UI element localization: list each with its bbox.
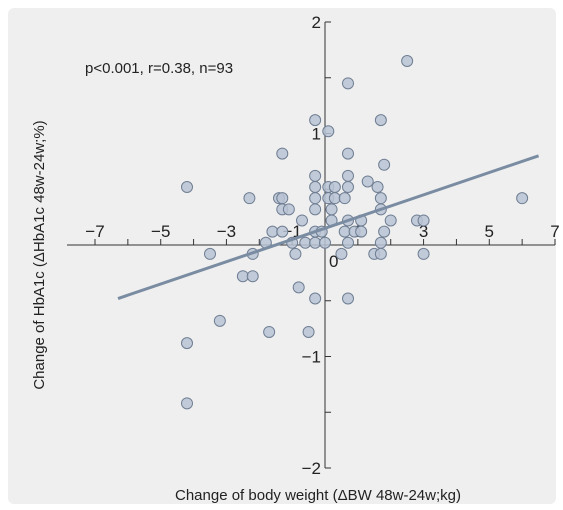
y-axis-label: Change of HbA1c (ΔHbA1c 48w-24w;%) [31,120,48,389]
data-point [378,225,391,238]
data-point [322,125,335,138]
y-tick-label: 2 [312,13,321,32]
stats-annotation: p<0.001, r=0.38, n=93 [85,60,233,77]
data-point [309,192,322,205]
data-point [213,314,226,327]
data-point [299,236,312,249]
data-point [181,397,193,410]
data-points [181,55,529,410]
data-point [309,114,322,127]
data-point [516,192,529,205]
x-tick-label: 7 [550,222,559,241]
data-point [296,214,308,227]
chart-frame [8,8,556,504]
data-point [335,247,348,260]
data-point [401,55,414,68]
data-point [263,325,276,338]
data-point [309,236,322,249]
y-tick-label: 1 [312,125,321,144]
data-point [292,281,305,294]
data-point [328,181,341,194]
data-point [181,181,193,194]
data-point [282,203,295,216]
data-point [338,225,351,238]
data-point [374,114,387,127]
data-point [371,181,384,194]
data-point [384,214,397,227]
y-tick-label: −1 [302,348,321,367]
data-point [243,192,256,205]
data-point [236,270,249,283]
data-point [276,225,289,238]
data-point [204,247,216,260]
data-point [276,147,289,160]
data-point [325,203,338,216]
data-point [276,192,289,205]
data-point [374,247,387,260]
data-point [417,247,430,260]
x-tick-label: −5 [151,222,170,241]
data-point [309,169,322,182]
data-point [342,292,354,305]
data-point [266,225,279,238]
regression-line-group [117,154,540,300]
data-point [302,325,315,338]
data-point [309,203,322,216]
data-point [378,158,391,171]
data-point [361,175,374,188]
x-axis-label: Change of body weight (ΔBW 48w-24w;kg) [175,487,461,504]
data-point [374,236,387,249]
x-tick-label: −7 [85,222,104,241]
x-tick-label: 3 [419,222,428,241]
data-point [342,77,354,90]
data-point [319,236,331,249]
x-tick-label: −3 [217,222,236,241]
data-point [342,236,354,249]
regression-line [117,154,540,300]
data-point [309,181,322,194]
data-point [181,337,193,350]
data-point [355,225,368,238]
data-point [309,292,322,305]
data-point [342,181,354,194]
y-tick-label: −2 [302,459,321,478]
data-point [342,147,354,160]
data-point [374,192,387,205]
data-point [417,214,430,227]
data-point [342,169,354,182]
x-tick-label: 5 [485,222,494,241]
origin-label: 0 [329,252,338,271]
data-point [328,192,341,205]
data-point [246,270,259,283]
data-point [289,247,302,260]
data-point [338,192,351,205]
